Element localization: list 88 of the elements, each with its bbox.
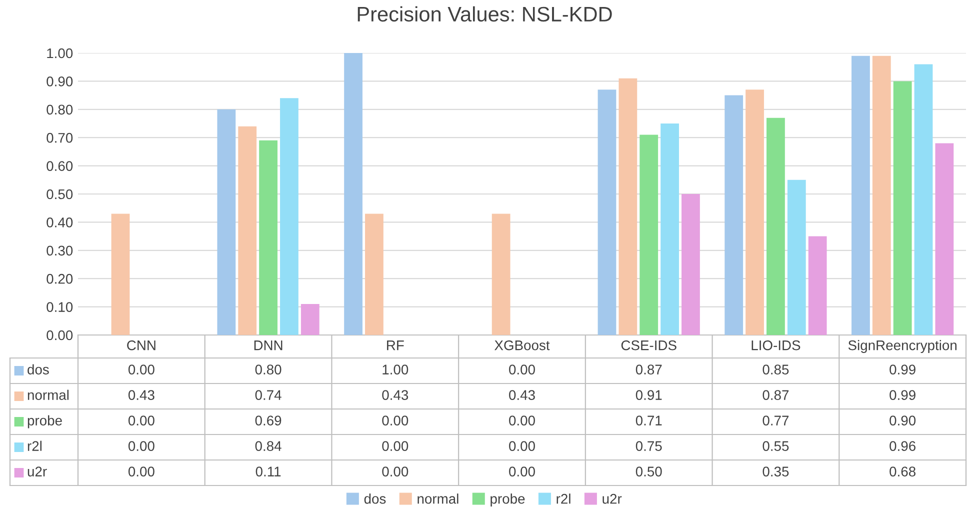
data-label: 0.55 <box>762 441 789 451</box>
bar <box>217 109 236 335</box>
x-tick-label: CNN <box>127 340 156 350</box>
bar <box>935 143 954 335</box>
y-tick-label: 0.60 <box>46 161 73 171</box>
data-label: 0.90 <box>890 416 916 426</box>
bar <box>111 214 130 335</box>
text: probe <box>28 415 62 428</box>
x-tick-label: CSE-IDS <box>621 340 676 350</box>
chart-title: Precision Values: NSL-KDD <box>358 6 612 22</box>
data-label: 0.85 <box>762 364 789 374</box>
data-label: 0.74 <box>255 390 282 400</box>
data-label: 0.68 <box>890 466 916 476</box>
data-label: 0.50 <box>636 466 662 476</box>
bar <box>344 53 362 335</box>
data-label: 0.00 <box>509 364 535 374</box>
data-label: 0.11 <box>256 466 281 476</box>
y-tick-label: 0.80 <box>46 104 73 115</box>
text: normal <box>418 494 458 504</box>
bar <box>618 78 638 335</box>
bar <box>640 134 658 335</box>
bar <box>492 214 510 335</box>
data-label: 0.00 <box>382 416 408 426</box>
data-label: 0.69 <box>255 416 282 426</box>
bar <box>300 304 320 335</box>
data-label: 0.43 <box>382 390 408 400</box>
data-label: 0.75 <box>636 441 662 451</box>
bar <box>682 194 700 335</box>
data-label: 0.00 <box>382 466 408 476</box>
y-tick-label: 0.50 <box>46 189 73 200</box>
text: dos <box>28 364 49 374</box>
bar <box>259 140 278 335</box>
data-label: 0.00 <box>128 364 154 374</box>
x-tick-label: DNN <box>254 340 282 350</box>
bar <box>238 126 257 335</box>
data-label: 0.00 <box>509 416 535 426</box>
data-label: 0.00 <box>128 416 154 426</box>
y-tick-label: 0.40 <box>46 218 73 228</box>
bar <box>746 90 764 335</box>
x-tick-label: XGBoost <box>494 340 550 350</box>
legend-label: normal <box>28 390 69 400</box>
data-label: 0.43 <box>128 390 154 400</box>
bar <box>787 180 806 335</box>
data-label: 0.00 <box>128 466 154 476</box>
y-tick-label: 1.00 <box>47 48 73 58</box>
data-label: 1.00 <box>382 364 408 374</box>
bar <box>280 98 298 335</box>
y-tick-label: 0.70 <box>46 132 73 143</box>
bar <box>660 124 679 335</box>
data-label: 0.35 <box>762 466 789 476</box>
data-label: 0.99 <box>890 364 916 374</box>
data-label: 0.87 <box>636 364 662 374</box>
data-label: 0.77 <box>762 416 789 426</box>
bar <box>365 214 384 335</box>
data-label: 0.99 <box>890 390 916 400</box>
legend-label: probe <box>490 494 525 506</box>
data-label: 0.91 <box>636 390 662 400</box>
y-tick-label: 0.20 <box>46 274 73 284</box>
data-label: 0.80 <box>255 364 282 374</box>
data-label: 0.00 <box>382 441 408 451</box>
x-tick-label: LIO-IDS <box>752 340 800 350</box>
legend-label: r2l <box>556 494 570 504</box>
data-label: 0.71 <box>636 416 662 426</box>
legend-label: u2r <box>602 494 622 504</box>
legend-label: dos <box>364 494 386 504</box>
bar <box>724 95 744 335</box>
text: r2l <box>28 440 42 451</box>
y-tick-label: 0.10 <box>46 302 73 312</box>
y-tick-label: 0.30 <box>46 246 73 256</box>
data-label: 0.00 <box>509 466 535 476</box>
y-tick-label: 0.90 <box>46 76 73 86</box>
bar <box>872 56 891 335</box>
data-label: 0.84 <box>255 441 282 451</box>
data-label: 0.00 <box>509 441 535 451</box>
y-tick-label: 0.00 <box>46 330 73 340</box>
x-tick-label: SignReencryption <box>848 340 956 353</box>
x-tick-label: RF <box>387 340 404 350</box>
data-label: 0.87 <box>762 390 789 400</box>
bar <box>808 236 827 335</box>
data-label: 0.00 <box>128 441 154 451</box>
data-label: 0.96 <box>890 441 916 451</box>
bar <box>598 90 616 335</box>
bar <box>893 81 912 335</box>
data-label: 0.43 <box>509 390 535 400</box>
bar <box>766 118 785 335</box>
bar <box>914 64 933 335</box>
bar <box>852 56 870 335</box>
text: u2r <box>28 466 47 476</box>
